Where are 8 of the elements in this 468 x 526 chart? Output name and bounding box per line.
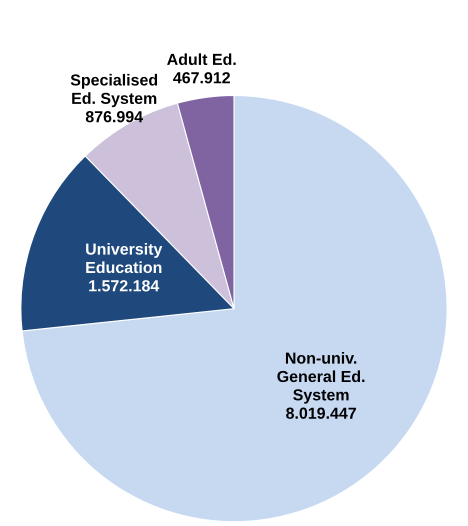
data-label: 1.572.184 [89, 280, 160, 292]
slice-label: Non-univ. General Ed. System [277, 352, 364, 404]
data-label: 8.019.447 [286, 408, 356, 419]
data-label: 876.994 [86, 111, 143, 122]
data-label: 467.912 [173, 72, 230, 84]
slice-label: Adult Ed. [167, 53, 236, 66]
slice-label: University Education [86, 243, 162, 274]
slice-label: Specialised Ed. System [70, 74, 158, 108]
